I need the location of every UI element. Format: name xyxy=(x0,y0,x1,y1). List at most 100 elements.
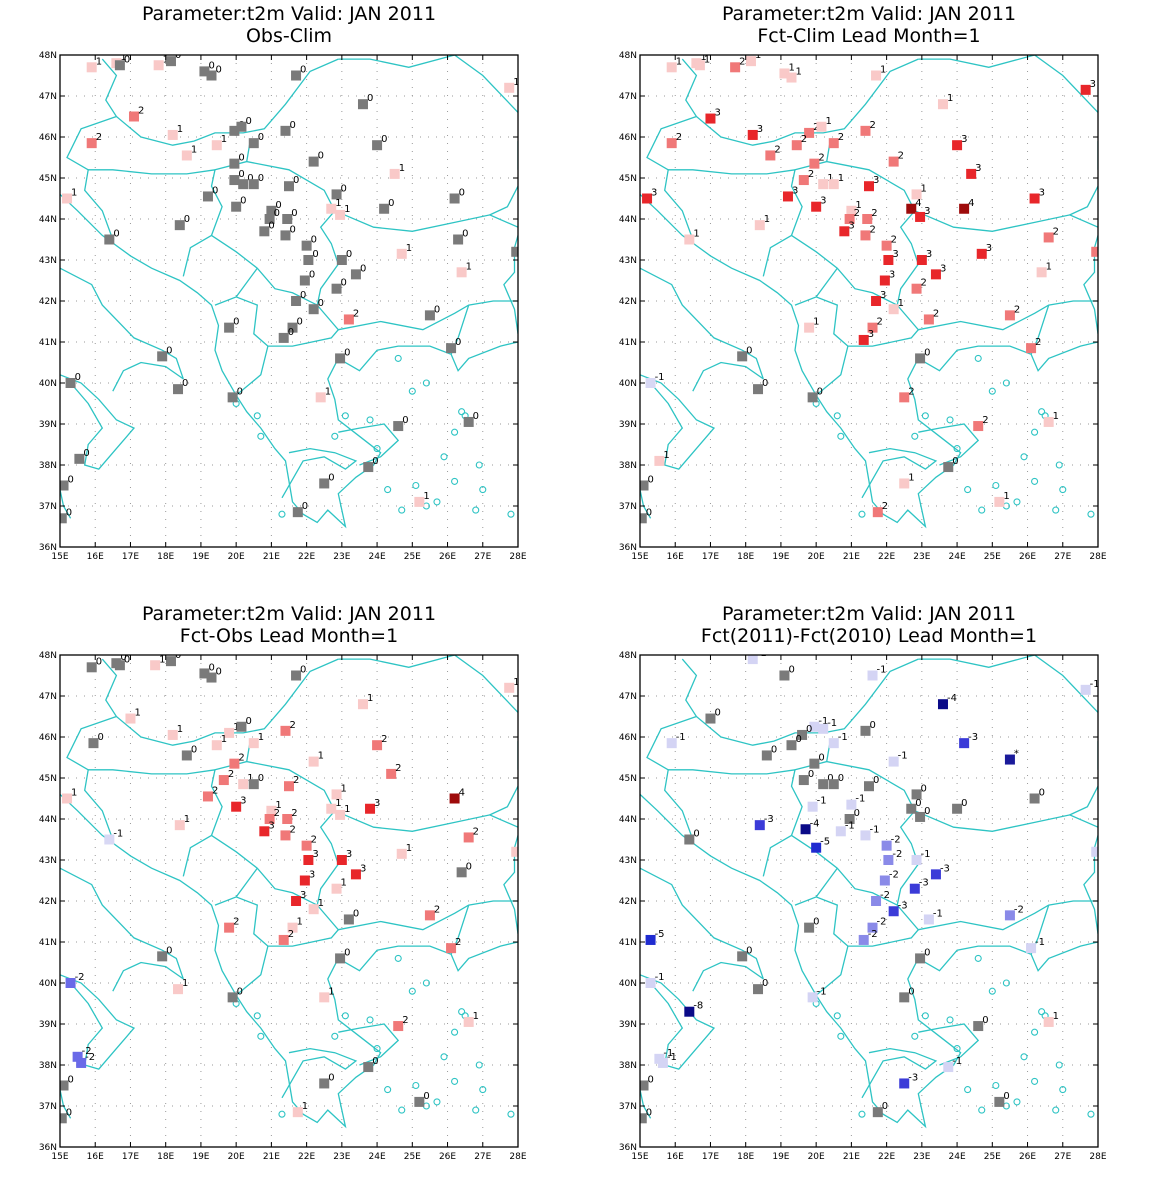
country-border xyxy=(794,160,920,306)
station-value-label: 1 xyxy=(341,783,347,794)
lat-tick-label: 47N xyxy=(619,692,637,702)
station-marker xyxy=(259,826,270,837)
station-value-label: 1 xyxy=(247,773,253,784)
station-value-label: 0 xyxy=(473,411,479,422)
station-marker xyxy=(299,275,310,286)
island xyxy=(408,387,416,395)
station-marker xyxy=(943,1062,954,1073)
station-value-label: -5 xyxy=(655,929,665,940)
station-marker xyxy=(446,343,457,354)
coastline xyxy=(60,974,136,1070)
station-marker xyxy=(899,392,910,403)
station-marker xyxy=(165,56,176,67)
station-value-label: 0 xyxy=(97,732,103,743)
station-value-label: 1 xyxy=(177,724,183,735)
coastline xyxy=(861,447,938,499)
station-value-label: -1 xyxy=(877,665,887,676)
island xyxy=(412,1081,420,1090)
lon-tick-label: 21E xyxy=(843,1152,860,1162)
station-marker xyxy=(165,656,176,667)
lon-tick-label: 27E xyxy=(474,552,491,562)
lon-tick-label: 26E xyxy=(439,552,456,562)
station-marker xyxy=(867,670,878,681)
station-value-label: 1 xyxy=(513,677,519,688)
station-value-label: 2 xyxy=(288,929,294,940)
island xyxy=(433,498,441,506)
station-value-label: 1 xyxy=(838,173,844,184)
station-marker xyxy=(453,234,464,245)
lat-tick-label: 39N xyxy=(39,1020,57,1030)
station-value-label: 0 xyxy=(212,185,218,196)
station-marker xyxy=(446,943,457,954)
lon-tick-label: 16E xyxy=(667,1152,684,1162)
coastline xyxy=(918,1023,980,1066)
station-value-label: 3 xyxy=(868,329,874,340)
station-marker xyxy=(642,193,653,204)
station-marker xyxy=(504,682,515,693)
station-marker xyxy=(804,127,815,138)
station-marker xyxy=(828,138,839,149)
station-marker xyxy=(396,848,407,859)
country-border xyxy=(211,234,340,347)
station-marker xyxy=(871,896,882,906)
station-value-label: 2 xyxy=(813,122,819,133)
station-marker xyxy=(937,699,948,710)
station-value-label: 0 xyxy=(648,1075,654,1086)
station-value-label: 0 xyxy=(268,220,274,231)
station-marker xyxy=(846,205,857,216)
station-value-label: 0 xyxy=(258,773,264,784)
station-value-label: 2 xyxy=(473,826,479,837)
station-marker xyxy=(835,826,846,837)
station-value-label: 2 xyxy=(233,917,239,928)
station-value-label: 2 xyxy=(138,106,144,117)
coastline xyxy=(60,867,184,980)
island xyxy=(458,1008,466,1016)
station-marker xyxy=(308,156,319,167)
station-marker xyxy=(888,304,899,315)
station-value-label: -1 xyxy=(952,1056,962,1067)
lon-tick-label: 26E xyxy=(439,1152,456,1162)
island xyxy=(278,510,286,518)
coastline xyxy=(918,423,980,466)
station-value-label: * xyxy=(1014,749,1019,760)
station-value-label: 0 xyxy=(423,1091,429,1102)
station-marker xyxy=(860,125,871,136)
station-marker xyxy=(959,203,970,214)
lat-tick-label: 47N xyxy=(39,692,57,702)
station-marker xyxy=(167,129,178,140)
station-value-label: 1 xyxy=(341,878,347,889)
station-value-label: 0 xyxy=(762,378,768,389)
station-value-label: 0 xyxy=(869,720,875,731)
lon-tick-label: 21E xyxy=(263,1152,280,1162)
station-value-label: 0 xyxy=(258,173,264,184)
coastline xyxy=(640,374,716,470)
station-marker xyxy=(456,267,467,278)
lon-tick-label: 28E xyxy=(1089,552,1106,562)
island xyxy=(507,510,515,518)
panel-subtitle: Fct-Clim Lead Month=1 xyxy=(757,25,980,47)
country-border xyxy=(918,900,1098,931)
island xyxy=(833,412,841,420)
station-marker xyxy=(60,513,67,524)
station-marker xyxy=(65,978,76,988)
lat-tick-label: 46N xyxy=(619,133,637,143)
station-marker xyxy=(684,834,695,845)
island xyxy=(1087,510,1095,518)
coastline xyxy=(640,974,716,1070)
island xyxy=(451,1077,459,1085)
station-marker xyxy=(224,922,235,933)
station-value-label: -1 xyxy=(855,794,865,805)
station-marker xyxy=(264,814,275,824)
station-marker xyxy=(737,351,748,362)
island xyxy=(988,987,996,995)
lon-tick-label: 21E xyxy=(843,552,860,562)
station-value-label: 0 xyxy=(175,650,181,661)
station-marker xyxy=(791,140,802,151)
station-marker xyxy=(76,1057,87,1068)
island xyxy=(953,1045,961,1053)
station-marker xyxy=(684,1006,695,1017)
station-marker xyxy=(331,789,342,800)
coastline xyxy=(503,235,518,334)
lon-tick-label: 28E xyxy=(1089,1152,1106,1162)
